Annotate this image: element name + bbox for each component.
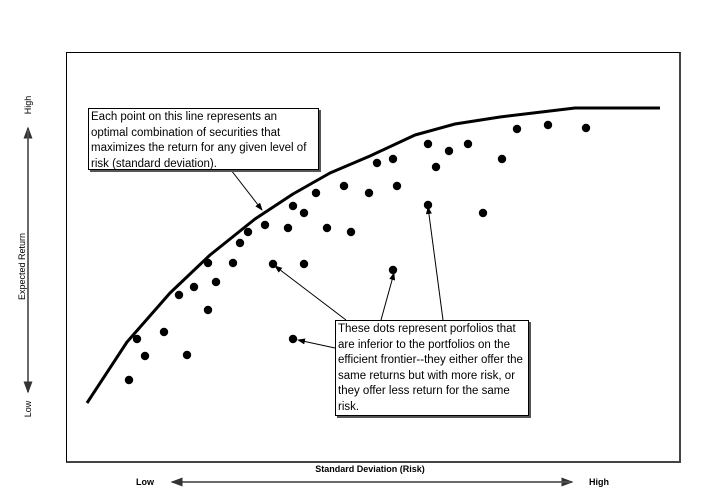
callout-arrow xyxy=(274,265,347,321)
portfolio-dots xyxy=(124,120,591,385)
portfolio-dot xyxy=(388,154,398,164)
portfolio-dot xyxy=(463,139,473,149)
x-axis-title: Standard Deviation (Risk) xyxy=(315,464,425,474)
callout-arrow xyxy=(230,169,263,211)
portfolio-dot xyxy=(388,265,398,275)
portfolio-dot xyxy=(182,350,192,360)
inferior-portfolios-callout: These dots represent porfolios that are … xyxy=(335,320,529,416)
portfolio-dot xyxy=(444,146,454,156)
portfolio-dot xyxy=(311,188,321,198)
portfolio-dot xyxy=(211,277,221,287)
portfolio-dot xyxy=(228,258,238,268)
portfolio-dot xyxy=(159,327,169,337)
portfolio-dot xyxy=(174,290,184,300)
portfolio-dot xyxy=(364,188,374,198)
portfolio-dot xyxy=(581,123,591,133)
callout-arrow xyxy=(425,206,444,321)
portfolio-dot xyxy=(132,334,142,344)
portfolio-dot xyxy=(288,201,298,211)
efficient-frontier-line xyxy=(85,106,660,404)
portfolio-dot xyxy=(512,124,522,134)
portfolio-dot xyxy=(339,181,349,191)
portfolio-dot xyxy=(299,208,309,218)
y-axis-low-label: Low xyxy=(23,400,33,418)
portfolio-dot xyxy=(124,375,134,385)
portfolio-dot xyxy=(235,238,245,248)
portfolio-dot xyxy=(322,223,332,233)
portfolio-dot xyxy=(392,181,402,191)
portfolio-dot xyxy=(260,220,270,230)
portfolio-dot xyxy=(431,162,441,172)
portfolio-dot xyxy=(243,227,253,237)
x-axis-low-label: Low xyxy=(136,477,154,487)
portfolio-dot xyxy=(140,351,150,361)
y-axis-high-label: High xyxy=(23,95,33,115)
portfolio-dot xyxy=(288,334,298,344)
portfolio-dot xyxy=(478,208,488,218)
portfolio-dot xyxy=(372,158,382,168)
callout-arrow xyxy=(297,338,336,349)
frontier-callout: Each point on this line represents an op… xyxy=(88,108,319,170)
portfolio-dot xyxy=(497,154,507,164)
portfolio-dot xyxy=(299,259,309,269)
portfolio-dot xyxy=(189,282,199,292)
y-axis-title: Expected Return xyxy=(17,232,27,300)
portfolio-dot xyxy=(423,139,433,149)
portfolio-dot xyxy=(543,120,553,130)
portfolio-dot xyxy=(283,223,293,233)
callout-arrow xyxy=(380,272,396,321)
callout-arrows xyxy=(230,169,444,349)
portfolio-dot xyxy=(203,305,213,315)
x-axis-high-label: High xyxy=(589,477,609,487)
portfolio-dot xyxy=(203,258,213,268)
portfolio-dot xyxy=(346,227,356,237)
